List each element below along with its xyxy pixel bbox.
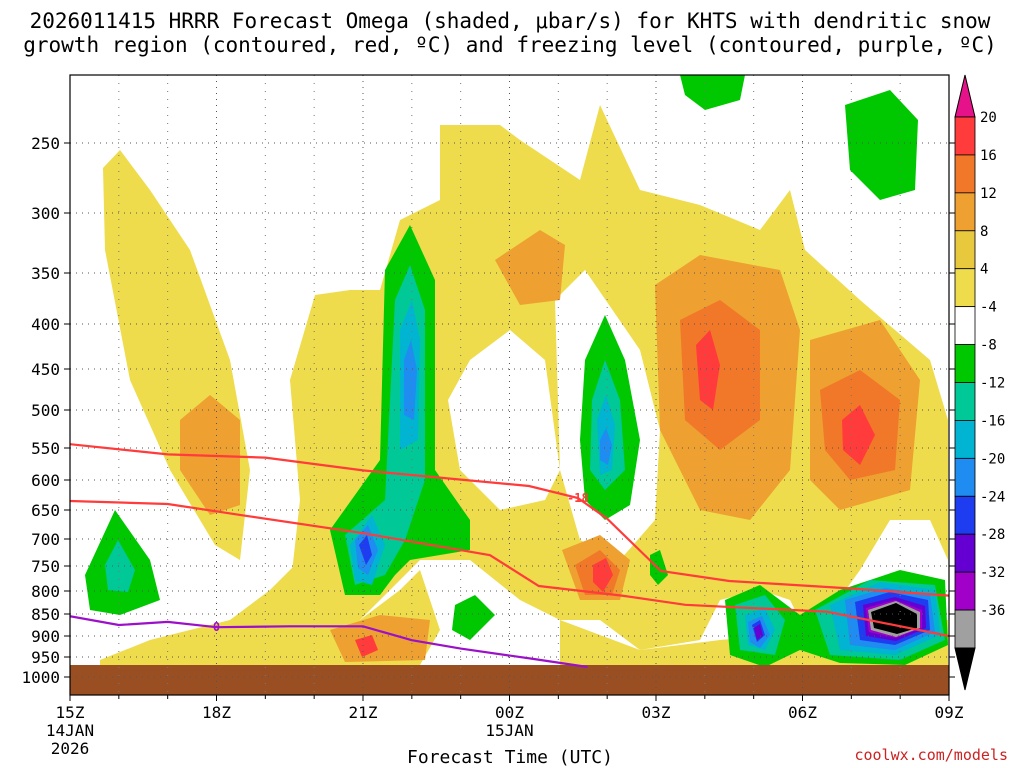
freezing-level-contour-label: 0 <box>213 620 220 634</box>
colorbar-label--8: -8 <box>980 338 997 354</box>
y-tick-label-250: 250 <box>31 134 60 153</box>
colorbar-band-13 <box>954 609 976 649</box>
grid-lines <box>69 75 950 695</box>
omega-orange-light-a <box>495 230 565 305</box>
colorbar-band-9 <box>954 457 976 497</box>
x-tick-label-21Z: 21Z <box>349 703 378 722</box>
contour-lines: -18 0 <box>70 443 949 669</box>
omega-red-a <box>696 330 720 410</box>
colorbar-label-16: 16 <box>980 148 997 164</box>
y-tick-label-750: 750 <box>31 557 60 576</box>
x-tick-label-15Z: 15Z <box>56 703 85 722</box>
y-tick-label-550: 550 <box>31 439 60 458</box>
colorbar-label-4: 4 <box>980 262 988 278</box>
colorbar-band-11 <box>954 533 976 573</box>
freezing-level-contour <box>70 615 588 669</box>
colorbar-band-7 <box>954 382 976 421</box>
omega-green-small-a <box>452 595 495 640</box>
colorbar-label--36: -36 <box>980 603 1005 619</box>
omega-orange-a <box>680 300 760 450</box>
colorbar-arrow-top <box>954 74 976 118</box>
colorbar-band-2 <box>954 192 976 232</box>
x-tick-date-00Z: 15JAN <box>485 721 533 740</box>
colorbar-label--20: -20 <box>980 451 1005 467</box>
x-tick-label-06Z: 06Z <box>788 703 817 722</box>
colorbar-band-1 <box>954 154 976 194</box>
colorbar-band-0 <box>954 116 976 156</box>
omega-white-gap-2 <box>448 330 560 510</box>
colorbar-label--4: -4 <box>980 300 997 316</box>
colorbar-label-20: 20 <box>980 110 997 126</box>
y-tick-label-1000: 1000 <box>21 668 60 687</box>
colorbar-band-6 <box>954 344 976 383</box>
omega-red-b <box>842 405 875 465</box>
dgz-contour-1 <box>70 499 949 638</box>
dgz-contour-0-label: -18 <box>567 491 589 505</box>
y-tick-label-700: 700 <box>31 530 60 549</box>
colorbar-label-12: 12 <box>980 186 997 202</box>
omega-teal-west <box>105 540 135 592</box>
colorbar: 20 16 12 8 4 -4 -8 -12 -16 -20 -24 -28 -32 -36 <box>954 74 1005 691</box>
dgz-contour-0 <box>70 443 949 597</box>
colorbar-label--12: -12 <box>980 376 1005 392</box>
colorbar-band-4 <box>954 268 976 308</box>
omega-blue-night <box>600 428 612 465</box>
y-tick-label-300: 300 <box>31 204 60 223</box>
omega-blue-column <box>355 340 417 575</box>
colorbar-label--32: -32 <box>980 565 1005 581</box>
omega-red-d <box>355 635 378 657</box>
x-axis-label: Forecast Time (UTC) <box>407 747 613 768</box>
colorbar-band-10 <box>954 495 976 535</box>
omega-green-north-1 <box>680 75 745 110</box>
colorbar-label--28: -28 <box>980 527 1005 543</box>
colorbar-label--24: -24 <box>980 489 1005 505</box>
x-tick-label-18Z: 18Z <box>202 703 231 722</box>
y-tick-label-350: 350 <box>31 264 60 283</box>
x-tick-date-15Z: 14JAN <box>46 721 94 740</box>
y-tick-label-950: 950 <box>31 648 60 667</box>
y-tick-label-900: 900 <box>31 627 60 646</box>
y-tick-label-600: 600 <box>31 471 60 490</box>
x-tick-year-15Z: 2026 <box>51 739 90 758</box>
omega-green-small-b <box>650 550 668 585</box>
colorbar-label-8: 8 <box>980 224 988 240</box>
y-tick-label-650: 650 <box>31 501 60 520</box>
y-tick-label-500: 500 <box>31 401 60 420</box>
omega-green-north-2 <box>845 90 918 200</box>
colorbar-band-3 <box>954 230 976 270</box>
y-tick-label-450: 450 <box>31 360 60 379</box>
y-tick-label-400: 400 <box>31 315 60 334</box>
y-tick-label-850: 850 <box>31 605 60 624</box>
x-tick-label-03Z: 03Z <box>642 703 671 722</box>
colorbar-band-5 <box>954 306 976 345</box>
chart-title-line-1: 2026011415 HRRR Forecast Omega (shaded, … <box>30 9 991 33</box>
y-axis: 250 300 350 400 450 500 550 600 650 700 750 800 850 9… <box>21 134 955 687</box>
chart-title-line-2: growth region (contoured, red, ºC) and f… <box>23 33 997 57</box>
credit-label: coolwx.com/models <box>854 746 1008 764</box>
x-tick-label-09Z: 09Z <box>935 703 964 722</box>
omega-cyan-column <box>350 300 420 585</box>
x-tick-label-00Z: 00Z <box>495 703 524 722</box>
colorbar-arrow-bottom <box>954 647 976 691</box>
y-tick-label-800: 800 <box>31 582 60 601</box>
colorbar-band-8 <box>954 420 976 459</box>
colorbar-label--16: -16 <box>980 413 1005 429</box>
colorbar-band-12 <box>954 571 976 611</box>
